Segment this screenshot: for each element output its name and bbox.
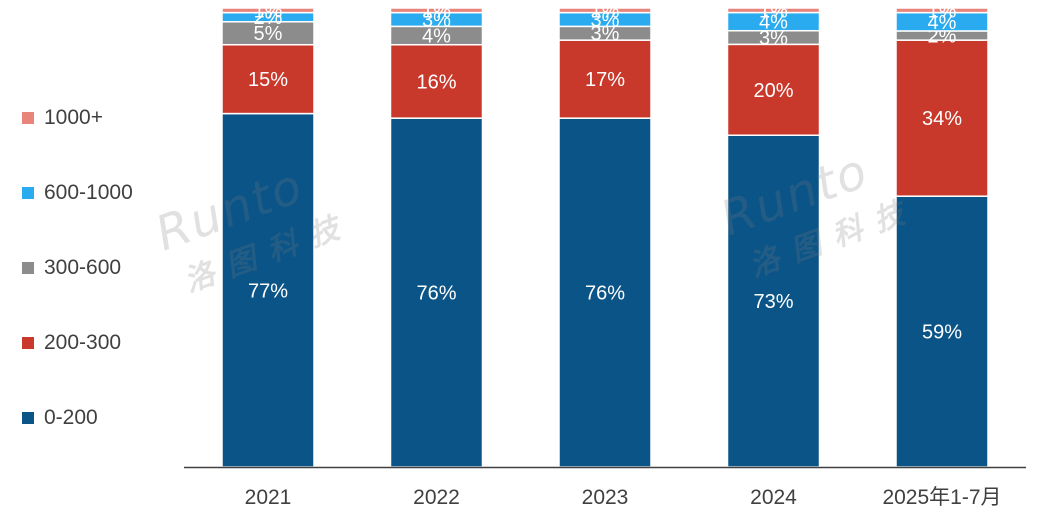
data-label: 59% — [922, 322, 962, 344]
data-label: 76% — [585, 283, 625, 305]
legend-swatch — [22, 411, 34, 424]
data-label: 76% — [416, 283, 456, 305]
bar-segment — [895, 39, 989, 197]
legend-label: 0-200 — [44, 405, 98, 429]
x-tick-label: 2024 — [750, 486, 797, 509]
bar-segment — [221, 7, 315, 14]
legend-label: 300-600 — [44, 255, 122, 279]
data-label: 3% — [591, 9, 620, 31]
legend-item: 1000+ — [22, 80, 133, 155]
data-label: 20% — [753, 80, 793, 102]
data-label: 34% — [922, 108, 962, 130]
data-label: 1% — [422, 0, 451, 22]
legend-label: 600-1000 — [44, 180, 133, 204]
data-label: 1% — [759, 0, 788, 22]
bar-segment — [895, 195, 989, 468]
data-label: 1% — [591, 0, 620, 22]
x-tick-label: 2022 — [413, 486, 460, 509]
legend-item: 0-200 — [22, 380, 133, 455]
data-label: 77% — [248, 280, 288, 302]
bar-segment — [726, 7, 821, 14]
legend-label: 1000+ — [44, 105, 103, 129]
bar-segment — [389, 43, 484, 119]
legend-item: 600-1000 — [22, 155, 133, 230]
bar-segment — [895, 7, 989, 14]
data-label: 5% — [254, 23, 283, 45]
legend-swatch — [22, 261, 34, 274]
x-tick-label: 2021 — [245, 486, 292, 509]
bar-segment — [726, 134, 821, 468]
bar-segment — [558, 39, 652, 119]
bar-segment — [221, 112, 315, 468]
data-label: 1% — [928, 0, 957, 22]
data-label: 4% — [422, 26, 451, 48]
bar-segment — [221, 43, 315, 115]
legend-item: 300-600 — [22, 230, 133, 305]
data-label: 15% — [248, 69, 288, 91]
x-tick-label: 2023 — [582, 486, 629, 509]
x-tick-label: 2025年1-7月 — [882, 486, 1001, 509]
legend-label: 200-300 — [44, 330, 122, 354]
data-label: 3% — [422, 9, 451, 31]
bar-segment — [558, 117, 652, 468]
bar-segment — [726, 43, 821, 136]
legend-item: 200-300 — [22, 305, 133, 380]
data-label: 3% — [759, 28, 788, 50]
data-label: 17% — [585, 69, 625, 91]
legend-swatch — [22, 111, 34, 124]
bar-segment — [389, 7, 484, 14]
data-label: 3% — [591, 23, 620, 45]
data-label: 4% — [759, 12, 788, 34]
data-label: 73% — [753, 291, 793, 313]
data-label: 4% — [928, 12, 957, 34]
legend-swatch — [22, 336, 34, 349]
bar-segment — [389, 117, 484, 468]
data-label: 1% — [254, 0, 283, 22]
data-label: 16% — [416, 71, 456, 93]
legend-swatch — [22, 186, 34, 199]
bar-segment — [558, 7, 652, 14]
legend: 1000+ 600-1000 300-600 200-300 0-200 — [22, 80, 133, 455]
